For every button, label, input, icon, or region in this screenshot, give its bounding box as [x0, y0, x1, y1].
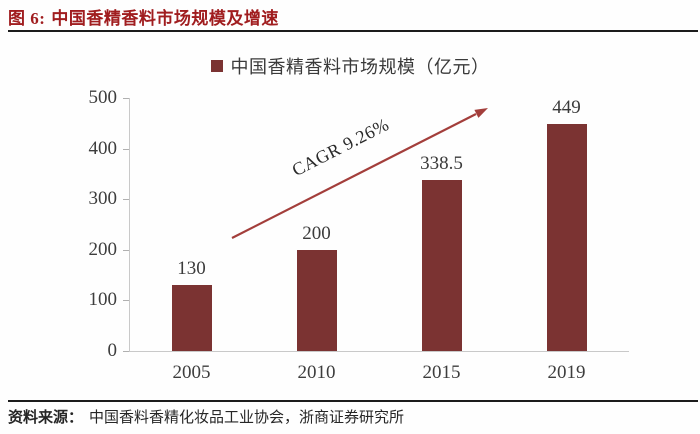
y-axis-line	[129, 98, 130, 351]
bar-2015	[421, 179, 462, 351]
x-category-label: 2005	[172, 362, 211, 383]
bar-2010	[296, 249, 337, 351]
y-tick-label: 400	[88, 137, 118, 159]
y-tick-label: 300	[88, 188, 118, 210]
source-line: 资料来源： 中国香料香精化妆品工业协会，浙商证券研究所	[8, 406, 698, 427]
bar-2019	[546, 123, 587, 351]
y-tick-mark	[123, 300, 129, 302]
y-tick-mark	[123, 351, 129, 352]
arrow-head-icon	[474, 108, 488, 118]
bar-value-label: 130	[177, 258, 206, 280]
y-tick-label: 500	[88, 87, 118, 108]
bar-2005	[171, 285, 212, 351]
source-text: 中国香料香精化妆品工业协会，浙商证券研究所	[89, 410, 405, 426]
figure-label: 图 6:	[8, 9, 46, 28]
y-tick-label: 100	[88, 289, 118, 311]
bar-value-label: 449	[552, 96, 581, 118]
legend-label: 中国香精香料市场规模（亿元）	[230, 57, 490, 77]
chart-legend: 中国香精香料市场规模（亿元）	[0, 54, 700, 78]
header-divider	[8, 30, 698, 32]
x-axis-line	[129, 351, 629, 352]
x-category-label: 2015	[422, 362, 461, 383]
figure-title: 中国香精香料市场规模及增速	[51, 9, 279, 28]
y-tick-mark	[123, 98, 129, 99]
x-category-label: 2019	[547, 362, 586, 383]
x-category-label: 2010	[297, 362, 336, 383]
bar-value-label: 338.5	[420, 152, 463, 174]
figure-header: 图 6: 中国香精香料市场规模及增速	[8, 4, 279, 28]
y-tick-mark	[123, 199, 129, 201]
y-tick-mark	[123, 148, 129, 150]
y-tick-label: 0	[107, 340, 118, 361]
footer-divider	[8, 400, 698, 402]
cagr-annotation: CAGR 9.26%	[288, 114, 393, 181]
legend-marker	[210, 60, 223, 72]
y-tick-label: 200	[88, 238, 118, 260]
bar-value-label: 200	[302, 222, 331, 244]
source-label: 资料来源：	[8, 410, 84, 426]
y-tick-mark	[123, 249, 129, 251]
